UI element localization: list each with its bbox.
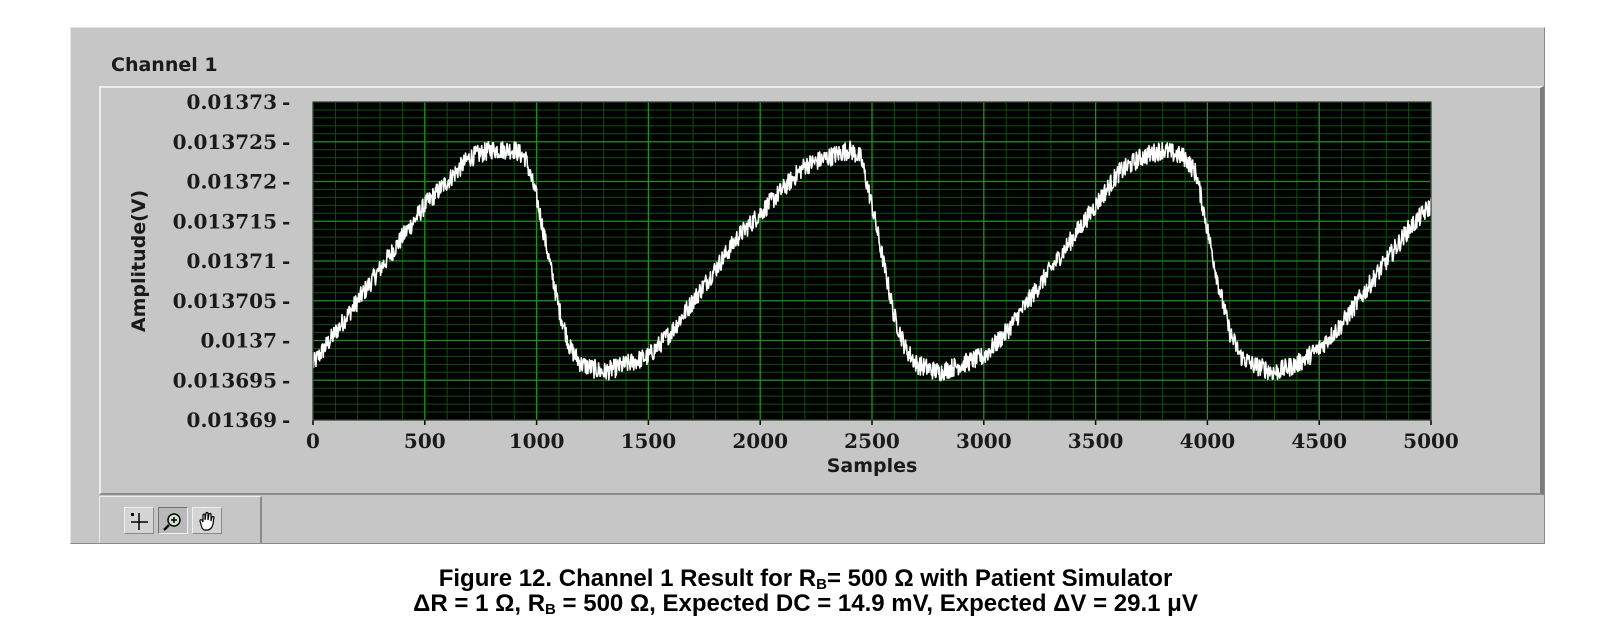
caption-text: = 500 Ω with Patient Simulator <box>826 565 1173 592</box>
caption-line-1: Figure 12. Channel 1 Result for RB= 500 … <box>0 565 1611 593</box>
x-tick-label: 4500 <box>1291 429 1347 453</box>
y-tick-dash: - <box>282 90 290 114</box>
graph-palette <box>99 496 262 543</box>
plot-frame: 0 500 1000 1500 2000 2500 3000 3500 4000 4500 5000… <box>99 86 1544 495</box>
y-tick-dash: - <box>282 170 290 194</box>
cursor-move-icon <box>131 513 148 530</box>
y-tick-dash: - <box>282 130 290 154</box>
y-tick-label: 0.01369 <box>187 408 277 432</box>
x-tick-label: 4000 <box>1180 429 1236 453</box>
caption-text: Figure 12. Channel 1 Result for R <box>438 565 817 592</box>
y-tick-dash: - <box>282 408 290 432</box>
x-tick-label: 5000 <box>1403 429 1459 453</box>
y-axis-label: Amplitude(V) <box>128 190 150 332</box>
x-tick-label: 2500 <box>844 429 900 453</box>
waveform-chart[interactable]: 0 500 1000 1500 2000 2500 3000 3500 4000 4500 5000… <box>101 88 1540 493</box>
caption-text: ΔR = 1 Ω, R <box>413 590 546 617</box>
x-tick-label: 1000 <box>509 429 565 453</box>
y-tick-dash: - <box>282 249 290 273</box>
y-tick-label: 0.01371 <box>187 249 277 273</box>
y-tick-dash: - <box>282 368 290 392</box>
plot-border <box>312 101 1432 421</box>
figure-caption: Figure 12. Channel 1 Result for RB= 500 … <box>0 565 1611 618</box>
y-tick-dash: - <box>282 289 290 313</box>
caption-text: = 500 Ω, Expected DC = 14.9 mV, Expected… <box>555 590 1198 617</box>
caption-subscript: B <box>545 601 556 618</box>
caption-subscript: B <box>816 576 827 593</box>
x-tick-label: 0 <box>306 429 320 453</box>
y-tick-dash: - <box>282 329 290 353</box>
zoom-tool-button[interactable] <box>158 507 188 534</box>
y-tick-dash: - <box>282 209 290 233</box>
plot-label: Channel 1 <box>111 54 218 76</box>
pan-hand-icon <box>199 511 215 531</box>
caption-line-2: ΔR = 1 Ω, RB = 500 Ω, Expected DC = 14.9… <box>0 590 1611 618</box>
x-tick-label: 2000 <box>732 429 788 453</box>
y-tick-label: 0.013695 <box>173 368 277 392</box>
y-tick-label: 0.013705 <box>173 289 277 313</box>
y-tick-label: 0.013725 <box>173 130 277 154</box>
x-tick-label: 1500 <box>621 429 677 453</box>
y-tick-label: 0.01373 <box>187 90 277 114</box>
x-tick-label: 3500 <box>1068 429 1124 453</box>
x-tick-label: 3000 <box>956 429 1012 453</box>
y-tick-label: 0.013715 <box>173 209 277 233</box>
graph-panel: Channel 1 0 500 1000 1500 2000 2500 3000 3500 40… <box>70 27 1545 544</box>
y-tick-label: 0.01372 <box>187 170 277 194</box>
y-tick-label: 0.0137 <box>200 329 277 353</box>
series-line <box>312 140 1432 382</box>
x-axis-label: Samples <box>827 455 918 477</box>
x-tick-label: 500 <box>404 429 446 453</box>
cursor-move-tool-button[interactable] <box>124 507 154 534</box>
zoom-icon <box>163 513 181 531</box>
pan-tool-button[interactable] <box>192 507 222 534</box>
